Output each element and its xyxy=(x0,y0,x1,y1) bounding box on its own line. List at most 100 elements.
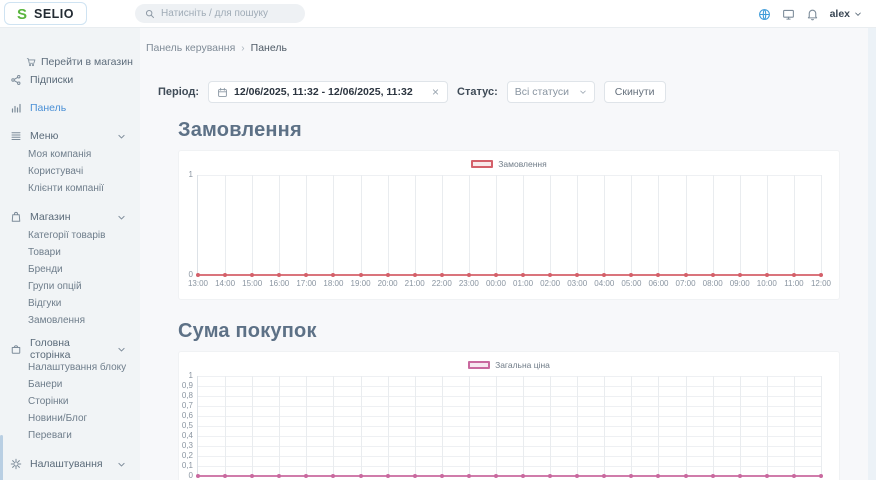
search-icon xyxy=(145,9,155,19)
sidebar-subitem-menu-2[interactable]: Клієнти компанії xyxy=(28,183,104,194)
sidebar-item-menu[interactable]: Меню xyxy=(0,128,140,144)
x-tick-label: 05:00 xyxy=(621,279,642,288)
menu-icon xyxy=(10,130,22,142)
x-tick-label: 10:00 xyxy=(756,279,777,288)
main-content: Панель керування › Панель Період: 12/06/… xyxy=(140,28,876,480)
data-point xyxy=(358,273,363,277)
x-tick-label: 15:00 xyxy=(242,279,263,288)
sidebar-go-to-store-link[interactable]: Перейти в магазин xyxy=(0,54,140,70)
sidebar-subitem-homepage-0[interactable]: Налаштування блоку xyxy=(28,362,127,373)
sidebar-subitem-menu-1[interactable]: Користувачі xyxy=(28,166,84,177)
user-menu[interactable]: alex xyxy=(830,8,862,20)
chevron-down-icon xyxy=(854,10,862,18)
v-gridline xyxy=(523,175,525,275)
sidebar-subitem-menu-0[interactable]: Моя компанія xyxy=(28,149,92,160)
y-tick-label: 0,8 xyxy=(181,391,193,400)
logo[interactable]: S SELIO xyxy=(4,2,88,25)
sidebar-subitem-shop-4[interactable]: Відгуки xyxy=(28,298,62,309)
svg-text:S: S xyxy=(17,6,27,21)
sidebar-subitem-homepage-3[interactable]: Новини/Блог xyxy=(28,413,88,424)
chevron-down-icon xyxy=(579,88,587,96)
data-point xyxy=(602,474,607,478)
sidebar-subitem-homepage-4[interactable]: Переваги xyxy=(28,430,72,441)
sidebar-subitem-shop-0[interactable]: Категорії товарів xyxy=(28,230,106,241)
app-header: S SELIO Натисніть / для пошуку alex xyxy=(0,0,876,28)
language-globe-icon[interactable] xyxy=(758,8,771,21)
x-tick-label: 03:00 xyxy=(567,279,588,288)
sidebar-item-label: Панель xyxy=(30,102,67,114)
data-point xyxy=(250,273,255,277)
sidebar-item-label: Підписки xyxy=(30,74,74,86)
v-gridline xyxy=(252,376,254,476)
sidebar-subitem-shop-2[interactable]: Бренди xyxy=(28,264,63,275)
legend-label: Загальна ціна xyxy=(495,360,550,370)
sidebar-subitem-homepage-1[interactable]: Банери xyxy=(28,379,63,390)
sidebar-item-subscriptions[interactable]: Підписки xyxy=(0,72,140,88)
header-actions: alex xyxy=(758,0,862,28)
v-gridline xyxy=(631,376,633,476)
h-gridline xyxy=(198,376,821,377)
search-input[interactable]: Натисніть / для пошуку xyxy=(135,4,306,23)
sidebar-group-dashboard: Панель xyxy=(0,100,140,116)
data-point xyxy=(575,474,580,478)
y-tick-label: 0,7 xyxy=(181,401,193,410)
chart-legend: Загальна ціна xyxy=(197,360,821,370)
sidebar-item-settings[interactable]: Налаштування xyxy=(0,456,140,472)
purchases-section: Сума покупок Загальна ціна 1 0,9 0,8 0,7 0,6 0… xyxy=(146,320,876,480)
data-point xyxy=(412,474,417,478)
sidebar: Перейти в магазин Підписки Панель Меню Моя … xyxy=(0,28,140,480)
data-point xyxy=(656,273,661,277)
sidebar-item-dashboard[interactable]: Панель xyxy=(0,100,140,116)
x-tick-label: 19:00 xyxy=(350,279,371,288)
chevron-down-icon xyxy=(117,132,126,141)
data-point xyxy=(412,273,417,277)
notifications-bell-icon[interactable] xyxy=(806,8,819,21)
storefront-monitor-icon[interactable] xyxy=(782,8,795,21)
v-gridline xyxy=(631,175,633,275)
selio-logo-icon: S xyxy=(17,6,30,21)
search-placeholder: Натисніть / для пошуку xyxy=(161,8,268,19)
data-point xyxy=(385,474,390,478)
sidebar-item-label: Меню xyxy=(30,130,59,142)
sidebar-subitem-homepage-2[interactable]: Сторінки xyxy=(28,396,69,407)
legend-label: Замовлення xyxy=(498,159,547,169)
x-tick-label: 14:00 xyxy=(215,279,236,288)
h-gridline xyxy=(198,416,821,417)
v-gridline xyxy=(252,175,254,275)
clear-period-icon[interactable]: × xyxy=(432,85,440,99)
reset-button[interactable]: Скинути xyxy=(603,81,666,103)
sidebar-scrollbar-thumb[interactable] xyxy=(0,435,3,480)
v-gridline xyxy=(360,376,362,476)
data-point xyxy=(521,273,526,277)
data-point xyxy=(683,474,688,478)
chart-plot: 1 0 13:00 14:00 15:00 16:00 17:00 18:00 19:00 20:… xyxy=(179,171,831,289)
data-point xyxy=(385,273,390,277)
data-point xyxy=(548,474,553,478)
breadcrumb-dashboard-root[interactable]: Панель керування xyxy=(146,42,236,54)
period-date-range-input[interactable]: 12/06/2025, 11:32 - 12/06/2025, 11:32 × xyxy=(208,81,449,103)
period-label: Період: xyxy=(158,86,200,98)
shop-icon xyxy=(10,211,22,223)
data-point xyxy=(737,273,742,277)
cart-icon xyxy=(26,57,36,67)
chevron-down-icon xyxy=(117,345,126,354)
sidebar-subitem-shop-3[interactable]: Групи опцій xyxy=(28,281,82,292)
sidebar-subitem-shop-1[interactable]: Товари xyxy=(28,247,61,258)
v-gridline xyxy=(793,175,795,275)
sidebar-subitem-shop-5[interactable]: Замовлення xyxy=(28,315,85,326)
page-scrollbar-track[interactable] xyxy=(868,28,876,480)
sidebar-item-homepage[interactable]: Головна сторінка xyxy=(0,337,140,361)
h-gridline xyxy=(198,436,821,437)
data-point xyxy=(629,273,634,277)
v-gridline xyxy=(685,175,687,275)
y-tick-label: 1 xyxy=(188,170,193,179)
period-value: 12/06/2025, 11:32 - 12/06/2025, 11:32 xyxy=(234,86,413,98)
v-gridline xyxy=(468,175,470,275)
status-select[interactable]: Всі статуси xyxy=(506,81,595,103)
x-tick-label: 06:00 xyxy=(648,279,669,288)
sidebar-item-shop[interactable]: Магазин xyxy=(0,209,140,225)
v-gridline xyxy=(360,175,362,275)
sidebar-item-label: Головна сторінка xyxy=(30,337,71,361)
x-tick-label: 13:00 xyxy=(187,279,209,288)
v-gridline xyxy=(577,175,579,275)
